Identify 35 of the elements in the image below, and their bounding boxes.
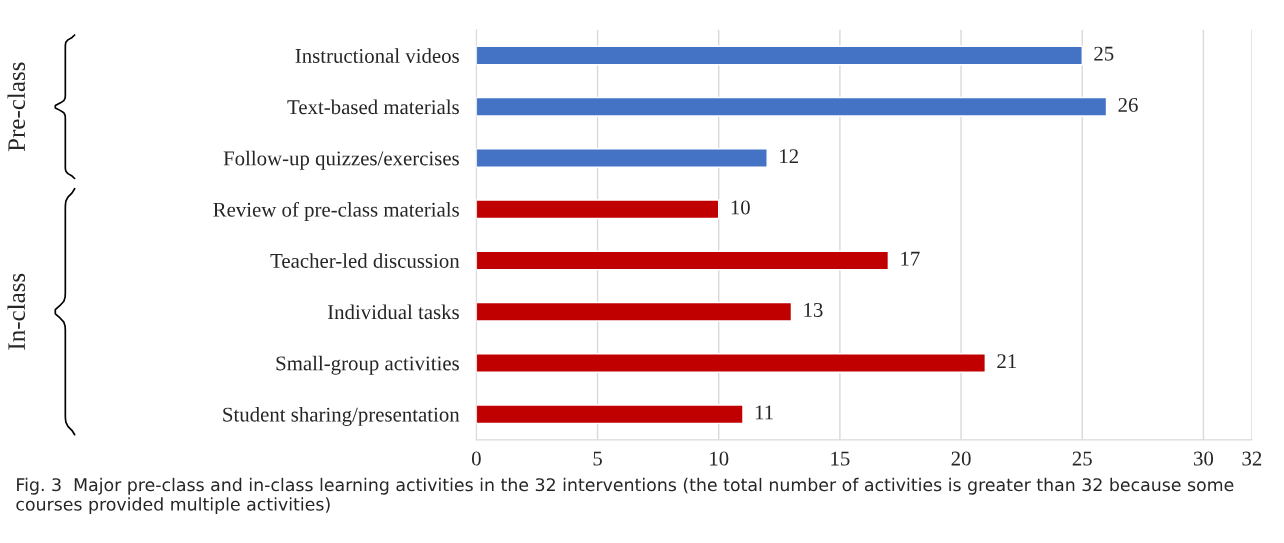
x-tick-label: 0 <box>471 451 481 466</box>
bar <box>476 199 720 220</box>
x-tick-label: 25 <box>1072 451 1092 466</box>
text: Pre-class <box>7 62 26 152</box>
x-tick-label: 5 <box>593 451 602 466</box>
data-label: 10 <box>731 200 750 215</box>
y-tick-label: Teacher-led discussion <box>270 253 460 268</box>
x-tick-label: 15 <box>831 451 850 466</box>
y-tick-label: Review of pre-class materials <box>213 201 459 221</box>
bar <box>476 45 1083 66</box>
bar <box>476 250 890 271</box>
data-label: 13 <box>804 302 823 317</box>
y-tick-label: Text-based materials <box>287 99 459 115</box>
bar <box>476 353 987 373</box>
x-tick-label: 20 <box>951 451 971 466</box>
y-tick-label: Instructional videos <box>295 48 459 63</box>
data-label: 12 <box>780 149 798 163</box>
data-label: 11 <box>755 405 773 420</box>
data-label: 21 <box>997 354 1016 368</box>
x-tick-label: 30 <box>1194 451 1214 466</box>
data-label: 26 <box>1118 97 1138 112</box>
y-tick-label: Student sharing/presentation <box>223 406 460 426</box>
y-tick-label: Follow-up quizzes/exercises <box>223 150 459 170</box>
data-label: 25 <box>1094 46 1114 61</box>
bar <box>476 96 1108 117</box>
x-tick-label: 10 <box>710 451 729 466</box>
y-tick-label: Individual tasks <box>327 304 459 320</box>
bar <box>476 404 744 425</box>
bar <box>476 148 768 168</box>
text: In-class <box>7 273 26 350</box>
y-tick-label: Small-group activities <box>276 355 459 375</box>
data-label: 17 <box>901 251 920 266</box>
bar <box>476 301 793 322</box>
caption: Fig. 3 Major pre-class and in-class learning activities in the 32 interventions (the total number of activities is greater than 32 because some courses provided multiple activities) <box>16 477 1234 515</box>
x-tick-label: 32 <box>1242 451 1262 466</box>
